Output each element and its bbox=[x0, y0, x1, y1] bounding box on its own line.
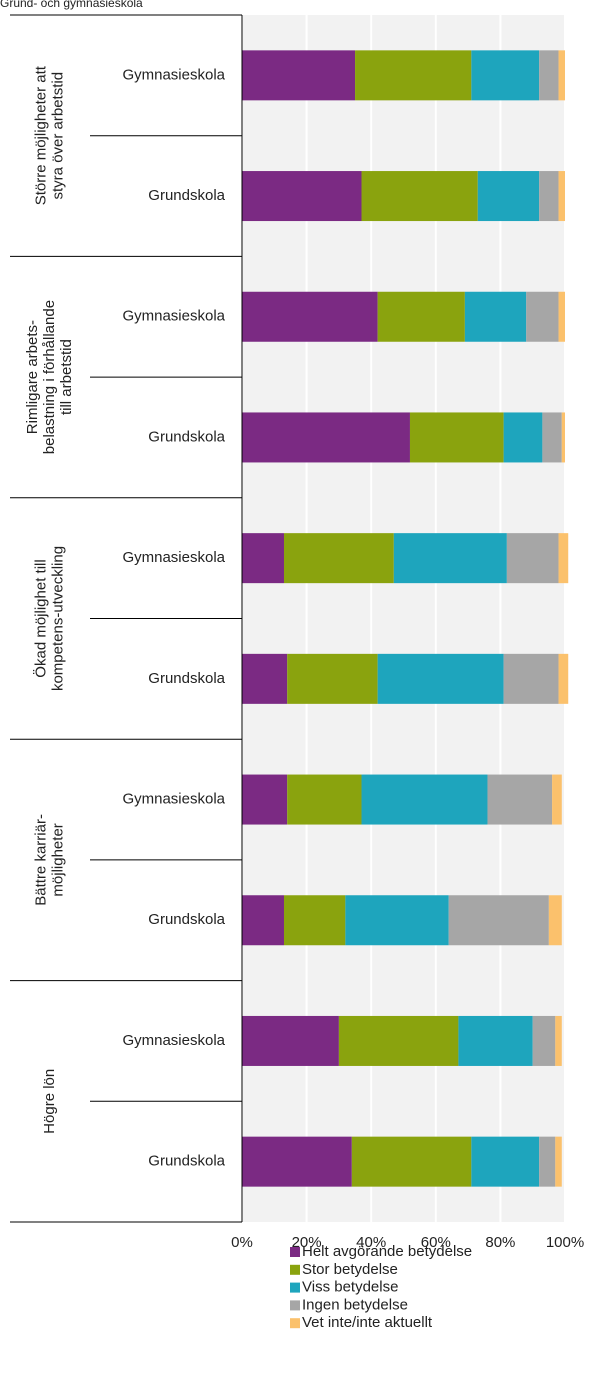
legend-swatch bbox=[290, 1247, 300, 1257]
group-label-line: Ökad möjlighet till bbox=[31, 559, 49, 677]
bar-segment bbox=[558, 533, 569, 584]
legend-swatch bbox=[290, 1300, 300, 1311]
bar-segment bbox=[338, 1015, 459, 1066]
x-tick-label: 20% bbox=[292, 1234, 322, 1251]
bar-segment bbox=[242, 653, 288, 704]
bar-segment bbox=[377, 653, 504, 704]
legend-label: Viss betydelse bbox=[302, 1279, 398, 1296]
chart-title: Grund- och gymnasieskola bbox=[0, 0, 143, 10]
category-label: Grundskola bbox=[148, 670, 225, 687]
bar-segment bbox=[561, 412, 565, 463]
group-label-line: möjligheter bbox=[49, 823, 66, 896]
bar-segment bbox=[377, 291, 465, 342]
group-label-line: Större möjligheter att bbox=[32, 65, 49, 205]
bar-segment bbox=[448, 895, 549, 946]
x-tick-label: 0% bbox=[231, 1234, 253, 1251]
bar-segment bbox=[532, 1015, 556, 1066]
category-label: Gymnasieskola bbox=[122, 308, 225, 325]
bar-segment bbox=[503, 412, 543, 463]
bar-segment bbox=[471, 1136, 540, 1187]
bar-segment bbox=[477, 171, 540, 222]
bar-segment bbox=[464, 291, 527, 342]
group-label: Högre lön bbox=[41, 1069, 58, 1134]
legend-label: Ingen betydelse bbox=[302, 1296, 408, 1313]
bar-segment bbox=[526, 291, 559, 342]
bar-segment bbox=[242, 533, 284, 584]
bar-segment bbox=[409, 412, 504, 463]
bar-segment bbox=[558, 653, 569, 704]
x-tick-label: 60% bbox=[421, 1234, 451, 1251]
bar-segment bbox=[506, 533, 559, 584]
category-label: Grundskola bbox=[148, 1153, 225, 1170]
bar-segment bbox=[558, 291, 565, 342]
bar-segment bbox=[503, 653, 559, 704]
category-label: Gymnasieskola bbox=[122, 549, 225, 566]
category-label: Gymnasieskola bbox=[122, 1032, 225, 1049]
legend-label: Helt avgörande betydelse bbox=[302, 1243, 472, 1260]
legend-swatch bbox=[290, 1264, 300, 1275]
category-label: Grundskola bbox=[148, 911, 225, 928]
bar-segment bbox=[542, 412, 562, 463]
group-label-line: Rimligare arbets- bbox=[24, 320, 41, 434]
bar-segment bbox=[471, 50, 540, 101]
category-label: Grundskola bbox=[148, 428, 225, 445]
bar-segment bbox=[242, 171, 362, 222]
bar-segment bbox=[539, 1136, 556, 1187]
group-label: Bättre karriär-möjligheter bbox=[32, 814, 66, 906]
bar-segment bbox=[548, 895, 562, 946]
bar-segment bbox=[355, 50, 472, 101]
legend-label: Stor betydelse bbox=[302, 1261, 398, 1278]
bar-segment bbox=[242, 50, 356, 101]
category-label: Gymnasieskola bbox=[122, 66, 225, 83]
bar-segment bbox=[287, 653, 378, 704]
x-tick-label: 80% bbox=[485, 1234, 515, 1251]
group-label-line: styra över arbetstid bbox=[49, 72, 66, 200]
x-tick-label: 100% bbox=[546, 1234, 584, 1251]
legend-swatch bbox=[290, 1318, 300, 1329]
bar-segment bbox=[393, 533, 507, 584]
group-label-line: Högre lön bbox=[41, 1069, 58, 1134]
group-label-line: belastning i förhållande bbox=[41, 300, 58, 454]
bar-segment bbox=[345, 895, 449, 946]
bar-segment bbox=[487, 774, 553, 825]
group-label: Rimligare arbets-belastning i förhålland… bbox=[24, 300, 75, 454]
bar-segment bbox=[283, 895, 346, 946]
bar-segment bbox=[351, 1136, 472, 1187]
bar-segment bbox=[283, 533, 394, 584]
bar-segment bbox=[539, 171, 559, 222]
bar-segment bbox=[242, 895, 284, 946]
bar-segment bbox=[552, 774, 562, 825]
bar-segment bbox=[287, 774, 362, 825]
bar-segment bbox=[555, 1136, 562, 1187]
group-label: Större möjligheter att styra över arbetst… bbox=[32, 65, 66, 205]
bar-segment bbox=[242, 412, 410, 463]
bar-segment bbox=[242, 1136, 352, 1187]
group-label-line: kompetens-utveckling bbox=[49, 546, 66, 691]
x-tick-label: 40% bbox=[356, 1234, 386, 1251]
group-label: Ökad möjlighet till kompetens-utveckling bbox=[31, 546, 66, 691]
bar-segment bbox=[242, 1015, 339, 1066]
bar-segment bbox=[555, 1015, 562, 1066]
category-label: Gymnasieskola bbox=[122, 791, 225, 808]
group-label-line: till arbetstid bbox=[58, 339, 75, 415]
bar-segment bbox=[361, 171, 478, 222]
bar-segment bbox=[558, 171, 565, 222]
group-label-line: Bättre karriär- bbox=[32, 814, 49, 906]
bar-segment bbox=[539, 50, 559, 101]
bar-segment bbox=[558, 50, 565, 101]
legend-label: Vet inte/inte aktuellt bbox=[302, 1314, 433, 1331]
bar-segment bbox=[361, 774, 488, 825]
category-label: Grundskola bbox=[148, 187, 225, 204]
legend-swatch bbox=[290, 1282, 300, 1293]
bar-segment bbox=[242, 291, 378, 342]
bar-segment bbox=[458, 1015, 533, 1066]
bar-segment bbox=[242, 774, 288, 825]
